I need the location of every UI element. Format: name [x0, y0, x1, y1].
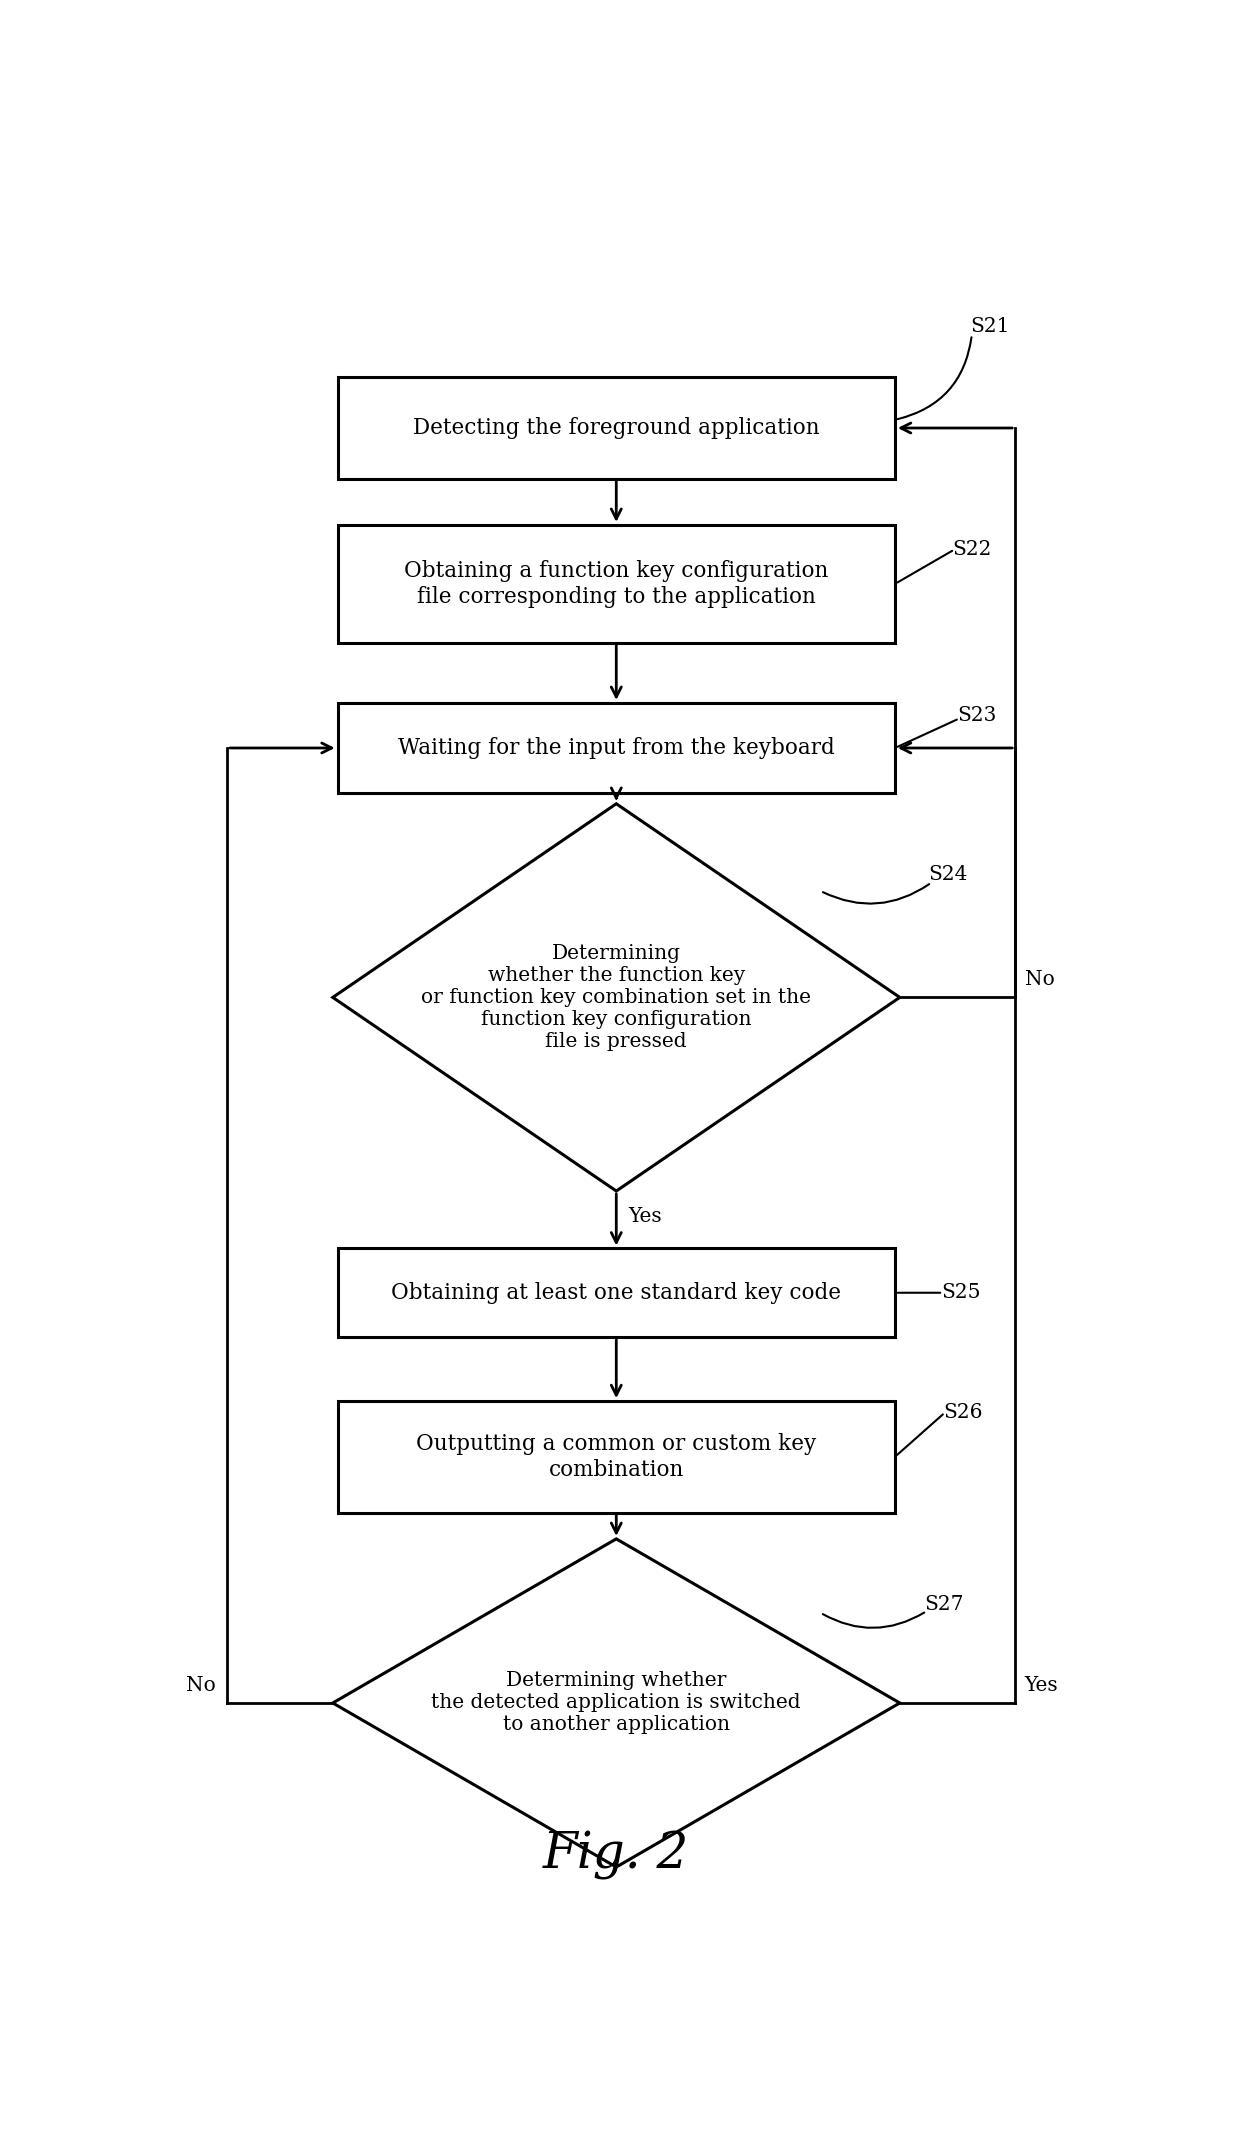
Text: Obtaining a function key configuration
file corresponding to the application: Obtaining a function key configuration f… — [404, 560, 828, 607]
Polygon shape — [332, 1539, 900, 1867]
Text: Yes: Yes — [1024, 1675, 1058, 1694]
Text: S21: S21 — [970, 318, 1009, 337]
FancyBboxPatch shape — [337, 1400, 895, 1513]
Text: S26: S26 — [942, 1402, 982, 1421]
Text: Waiting for the input from the keyboard: Waiting for the input from the keyboard — [398, 737, 835, 759]
Text: Yes: Yes — [627, 1208, 661, 1227]
Text: No: No — [1024, 970, 1054, 989]
Text: Detecting the foreground application: Detecting the foreground application — [413, 418, 820, 439]
FancyBboxPatch shape — [337, 524, 895, 644]
Polygon shape — [332, 803, 900, 1191]
FancyBboxPatch shape — [337, 1249, 895, 1336]
Text: S27: S27 — [924, 1594, 963, 1613]
Text: Determining whether
the detected application is switched
to another application: Determining whether the detected applica… — [432, 1671, 801, 1735]
Text: Outputting a common or custom key
combination: Outputting a common or custom key combin… — [417, 1434, 816, 1481]
Text: S23: S23 — [957, 705, 997, 725]
Text: Determining
whether the function key
or function key combination set in the
func: Determining whether the function key or … — [422, 944, 811, 1051]
Text: S22: S22 — [952, 539, 992, 558]
Text: Obtaining at least one standard key code: Obtaining at least one standard key code — [392, 1281, 841, 1304]
Text: Fig. 2: Fig. 2 — [543, 1831, 689, 1880]
FancyBboxPatch shape — [337, 377, 895, 479]
Text: S25: S25 — [941, 1283, 981, 1302]
Text: S24: S24 — [929, 865, 968, 884]
FancyBboxPatch shape — [337, 703, 895, 793]
Text: No: No — [186, 1675, 216, 1694]
